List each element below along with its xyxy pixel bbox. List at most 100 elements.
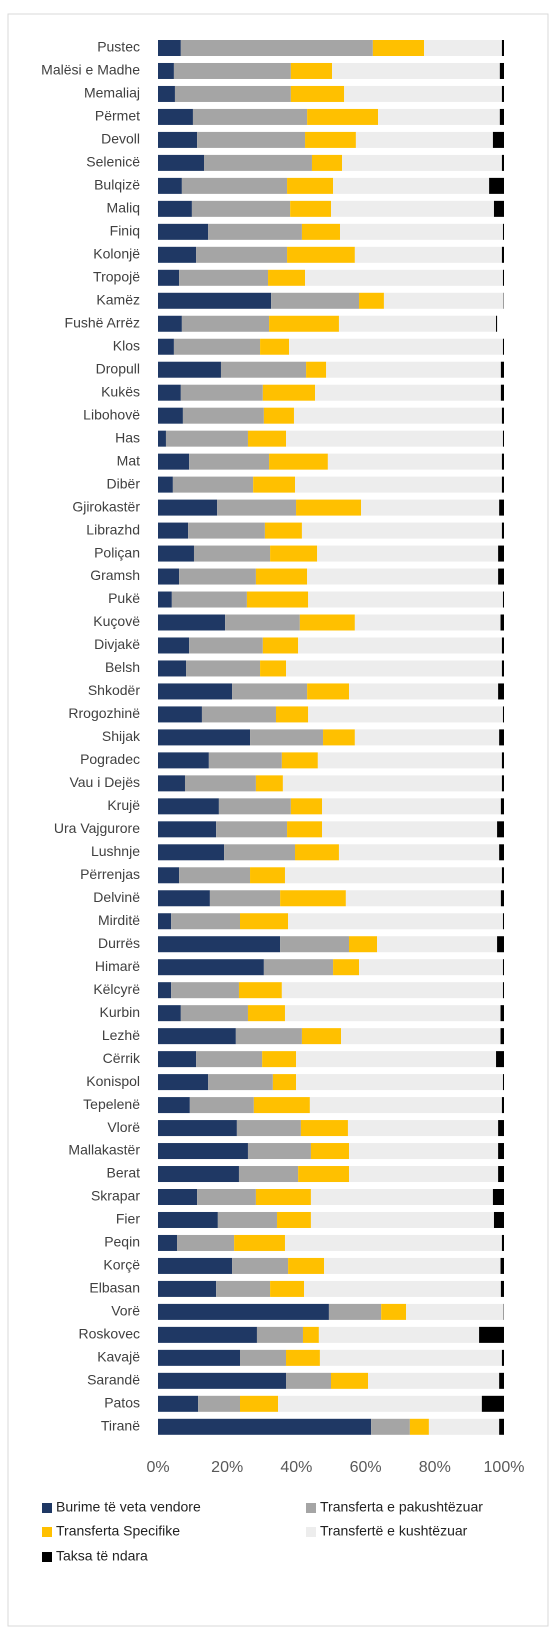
bar-segment: [269, 453, 328, 470]
y-tick-label: Finiq: [110, 223, 140, 239]
bar-segment: [247, 1143, 311, 1160]
y-tick-label: Tepelenë: [83, 1096, 140, 1112]
bar-segment: [240, 913, 289, 930]
bar-segment: [338, 315, 497, 332]
bar-segment: [158, 729, 251, 746]
y-tick-label: Divjakë: [94, 636, 140, 652]
bar-segment: [326, 361, 501, 378]
y-tick-label: Mat: [117, 452, 140, 468]
bar-segment: [502, 1074, 504, 1091]
bar-segment: [255, 568, 308, 585]
bar-segment: [502, 913, 504, 930]
bar-segment: [501, 1234, 504, 1251]
bar-segment: [158, 108, 193, 125]
bar-segment: [174, 85, 291, 102]
bar-segment: [502, 430, 504, 447]
bar-segment: [280, 936, 349, 953]
bar-segment: [307, 108, 379, 125]
bar-segment: [500, 1028, 504, 1045]
bar-segment: [501, 154, 504, 171]
bar-segment: [501, 1097, 504, 1114]
bar-segment: [368, 1372, 500, 1389]
y-tick-label: Has: [115, 429, 140, 445]
bar-segment: [264, 522, 302, 539]
bar-segment: [255, 1189, 311, 1205]
bar-segment: [270, 545, 318, 562]
bar-segment: [348, 683, 499, 700]
bar-segment: [158, 1097, 190, 1114]
y-tick-label: Maliq: [107, 200, 140, 216]
bar-segment: [378, 108, 500, 125]
bar-segment: [158, 1326, 257, 1343]
bar-segment: [324, 1257, 501, 1274]
y-tick-label: Libohovë: [83, 406, 140, 422]
bar-segment: [323, 729, 355, 746]
y-tick-label: Delvinë: [93, 889, 140, 905]
y-tick-label: Lezhë: [102, 1027, 140, 1043]
bar-segment: [171, 913, 241, 930]
y-tick-label: Tropojë: [93, 269, 140, 285]
bar-segment: [496, 1051, 504, 1068]
bar-segment: [238, 1166, 299, 1183]
bar-segment: [502, 706, 504, 723]
bar-segment: [238, 982, 282, 999]
bar-segment: [270, 1280, 305, 1297]
bar-segment: [302, 1326, 319, 1343]
bar-segment: [301, 1028, 342, 1045]
y-tick-label: Vau i Dejës: [69, 774, 140, 790]
bar-segment: [209, 890, 281, 907]
bar-segment: [493, 200, 504, 217]
y-tick-label: Durrës: [98, 935, 140, 951]
bar-segment: [498, 1143, 504, 1160]
bar-segment: [479, 1326, 504, 1343]
bar-segment: [502, 223, 504, 240]
bar-segment: [158, 269, 180, 286]
bar-segment: [501, 752, 504, 769]
bar-segment: [499, 62, 504, 79]
bar-segment: [348, 1166, 499, 1183]
bar-segment: [158, 821, 217, 838]
bar-segment: [296, 1051, 497, 1068]
bar-segment: [500, 1280, 504, 1297]
bar-segment: [502, 959, 504, 976]
y-tick-label: Librazhd: [86, 521, 140, 537]
chart-frame: [7, 13, 549, 1627]
x-tick-label: 60%: [350, 1459, 382, 1476]
bar-segment: [179, 269, 269, 286]
bar-segment: [500, 1257, 504, 1274]
bar-segment: [300, 1120, 348, 1137]
bar-segment: [331, 1372, 369, 1389]
bar-segment: [158, 982, 172, 999]
bar-segment: [158, 867, 180, 884]
bar-segment: [158, 522, 189, 539]
bar-segment: [310, 1189, 493, 1205]
bar-segment: [158, 246, 197, 263]
bar-segment: [189, 637, 263, 654]
y-tick-label: Selenicë: [86, 154, 140, 170]
y-tick-label: Kurbin: [100, 1004, 140, 1020]
bar-segment: [345, 890, 501, 907]
y-tick-label: Dibër: [107, 475, 141, 491]
bar-segment: [263, 407, 294, 424]
bar-segment: [158, 499, 218, 516]
bar-segment: [193, 545, 271, 562]
bar-segment: [500, 361, 504, 378]
bar-segment: [501, 453, 504, 470]
bar-segment: [173, 338, 261, 355]
bar-segment: [201, 706, 276, 723]
x-tick-label: 0%: [146, 1459, 169, 1476]
bar-segment: [295, 476, 502, 493]
bar-segment: [172, 476, 254, 493]
bar-segment: [286, 430, 503, 447]
bar-segment: [158, 407, 183, 424]
y-tick-label: Malësi e Madhe: [41, 62, 140, 78]
bar-segment: [208, 223, 302, 240]
y-tick-label: Kolonjë: [93, 246, 140, 262]
bar-segment: [158, 660, 187, 677]
bar-segment: [310, 1143, 349, 1160]
y-tick-label: Gramsh: [90, 567, 140, 583]
bar-segment: [501, 637, 504, 654]
bar-segment: [253, 476, 296, 493]
bar-segment: [158, 177, 182, 194]
